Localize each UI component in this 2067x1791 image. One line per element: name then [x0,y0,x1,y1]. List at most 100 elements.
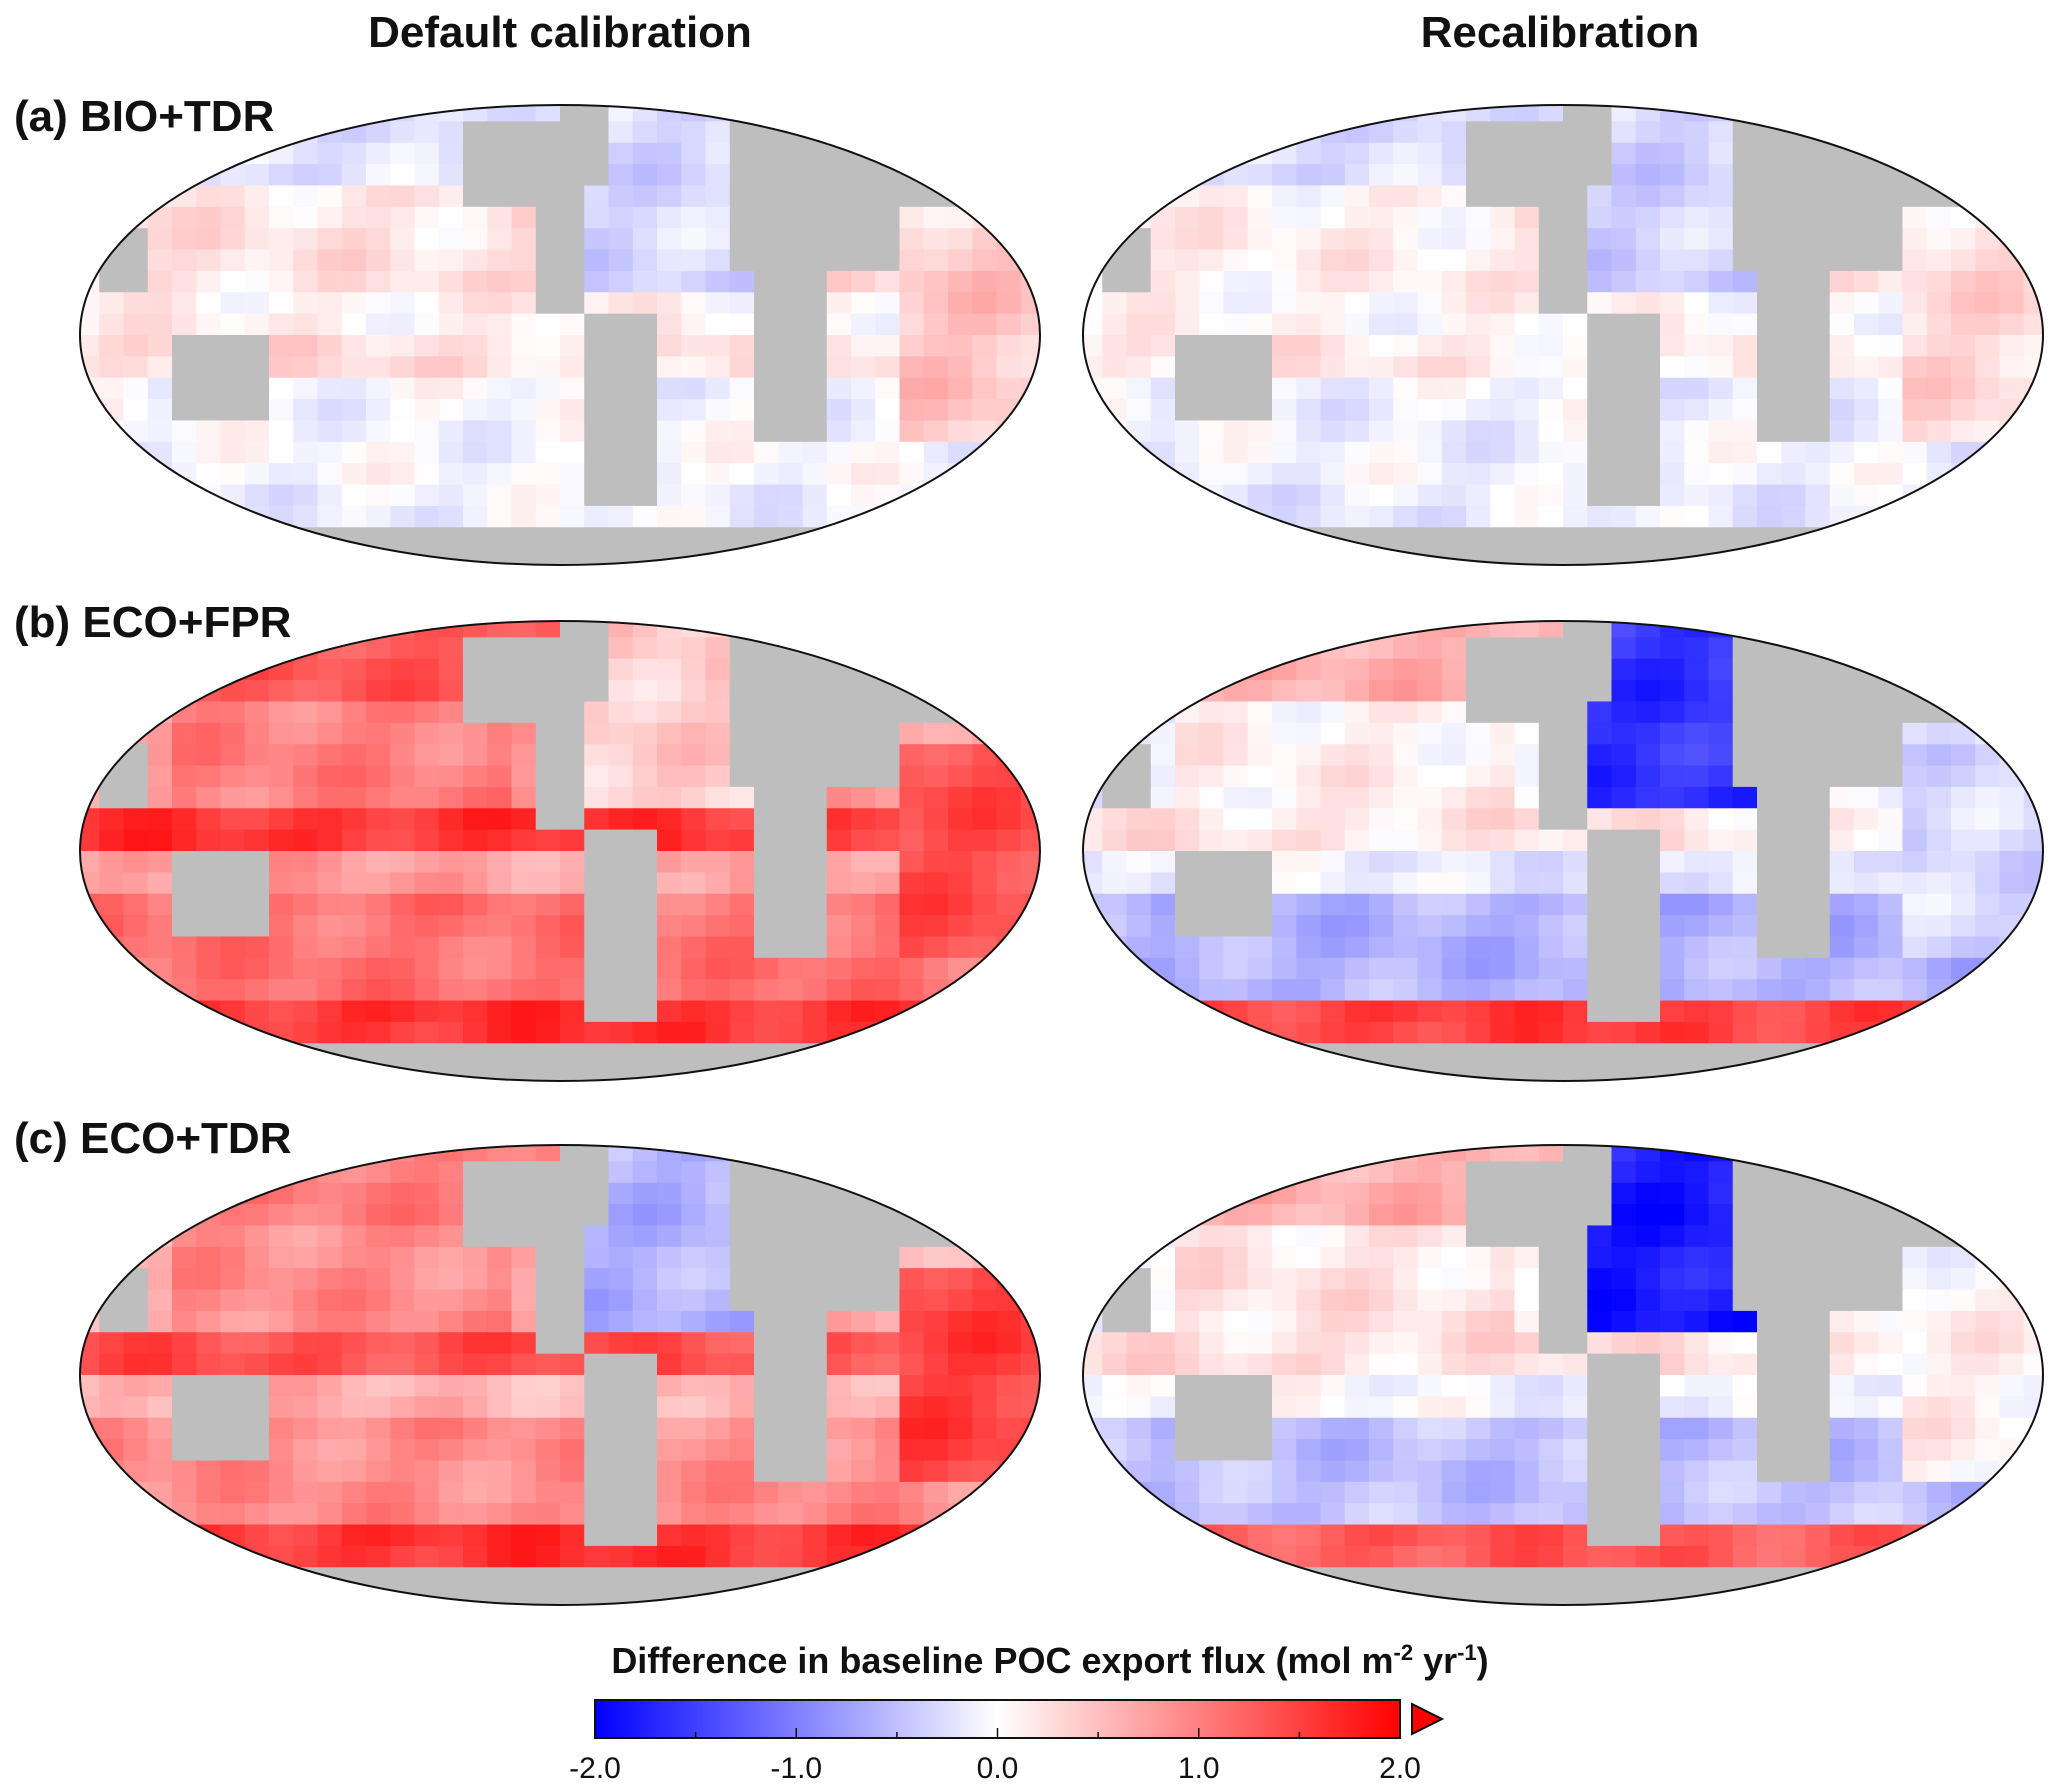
ocean-cell [1126,335,1152,357]
ocean-cell [1417,121,1443,144]
ocean-cell [1708,765,1734,788]
ocean-cell [1102,979,1128,1002]
ocean-cell [996,808,1022,831]
ocean-cell [220,621,246,638]
ocean-cell [608,1332,634,1355]
ocean-cell [438,356,464,379]
land-cell [1878,1145,1904,1162]
land-cell [1247,377,1273,400]
land-cell [778,228,804,251]
ocean-cell [341,1545,367,1568]
ocean-cell [923,722,949,745]
land-cell [729,680,755,703]
land-cell [923,1182,949,1205]
ocean-cell [1150,1204,1176,1227]
ocean-cell [1514,335,1540,357]
ocean-cell [1441,270,1467,293]
land-cell [754,658,779,681]
ocean-cell [1466,1310,1491,1333]
ocean-cell [899,249,925,272]
ocean-cell [1393,1310,1419,1333]
ocean-cell [1732,1000,1758,1023]
land-cell [584,1064,610,1081]
ocean-cell [657,420,682,443]
land-cell [1223,377,1249,400]
ocean-cell [632,1145,658,1162]
ocean-cell [1272,185,1297,208]
ocean-cell [1441,1182,1467,1205]
ocean-cell [657,228,682,251]
ocean-cell [1247,463,1273,486]
ocean-cell [584,1246,610,1269]
land-cell [1563,1268,1588,1291]
land-cell [1563,270,1588,293]
ocean-cell [341,335,367,357]
land-cell [1126,249,1152,272]
ocean-cell [705,270,731,293]
ocean-cell [1466,1396,1491,1419]
land-cell [1538,1043,1564,1066]
ocean-cell [899,1310,925,1333]
ocean-cell [754,505,779,528]
land-cell [1732,1145,1758,1162]
ocean-cell [1781,1000,1807,1023]
ocean-cell [1020,722,1040,745]
ocean-cell [1150,1246,1176,1269]
land-cell [778,1460,804,1483]
ocean-cell [729,463,755,486]
land-cell [1926,1161,1952,1184]
ocean-cell [1708,249,1734,272]
ocean-cell [1320,270,1346,293]
ocean-cell [1199,185,1225,208]
ocean-cell [1150,658,1176,681]
ocean-cell [511,1021,537,1044]
ocean-cell [317,484,343,507]
ocean-cell [1126,1204,1152,1227]
ocean-cell [1296,786,1322,809]
land-cell [293,1588,319,1605]
land-cell [244,893,270,916]
ocean-cell [463,1396,488,1419]
land-cell [1490,701,1516,724]
ocean-cell [996,851,1022,873]
land-cell [826,206,852,229]
ocean-cell [1635,765,1661,788]
ocean-cell [923,505,949,528]
ocean-cell [1829,377,1855,400]
ocean-cell [438,680,464,703]
ocean-cell [1150,1161,1176,1184]
ocean-cell [414,1417,440,1440]
land-cell [560,1145,585,1162]
ocean-cell [1538,957,1564,980]
ocean-cell [1272,1225,1297,1248]
land-cell [1999,185,2025,208]
land-cell [1223,1396,1249,1419]
ocean-cell [1708,270,1734,293]
ocean-cell [972,722,998,745]
ocean-cell [390,1225,416,1248]
ocean-cell [196,228,222,251]
ocean-cell [390,505,416,528]
land-cell [972,1145,998,1162]
land-cell [1829,744,1855,767]
ocean-cell [1369,1439,1394,1462]
land-cell [1975,1145,2001,1162]
land-cell [1854,765,1879,788]
ocean-cell [1611,505,1637,528]
ocean-cell [390,1000,416,1023]
land-cell [1757,1310,1782,1333]
ocean-cell [1126,463,1152,486]
ocean-cell [1975,206,2001,229]
land-cell [657,1567,682,1590]
ocean-cell [1781,441,1807,464]
land-cell [899,1161,925,1184]
ocean-cell [1369,786,1394,809]
land-cell [972,1588,998,1605]
ocean-cell [996,744,1022,767]
ocean-cell [1199,765,1225,788]
ocean-cell [1975,1000,2001,1023]
ocean-cell [1441,484,1467,507]
ocean-cell [438,1161,464,1184]
ocean-cell [1102,1021,1128,1044]
ocean-cell [754,463,779,486]
